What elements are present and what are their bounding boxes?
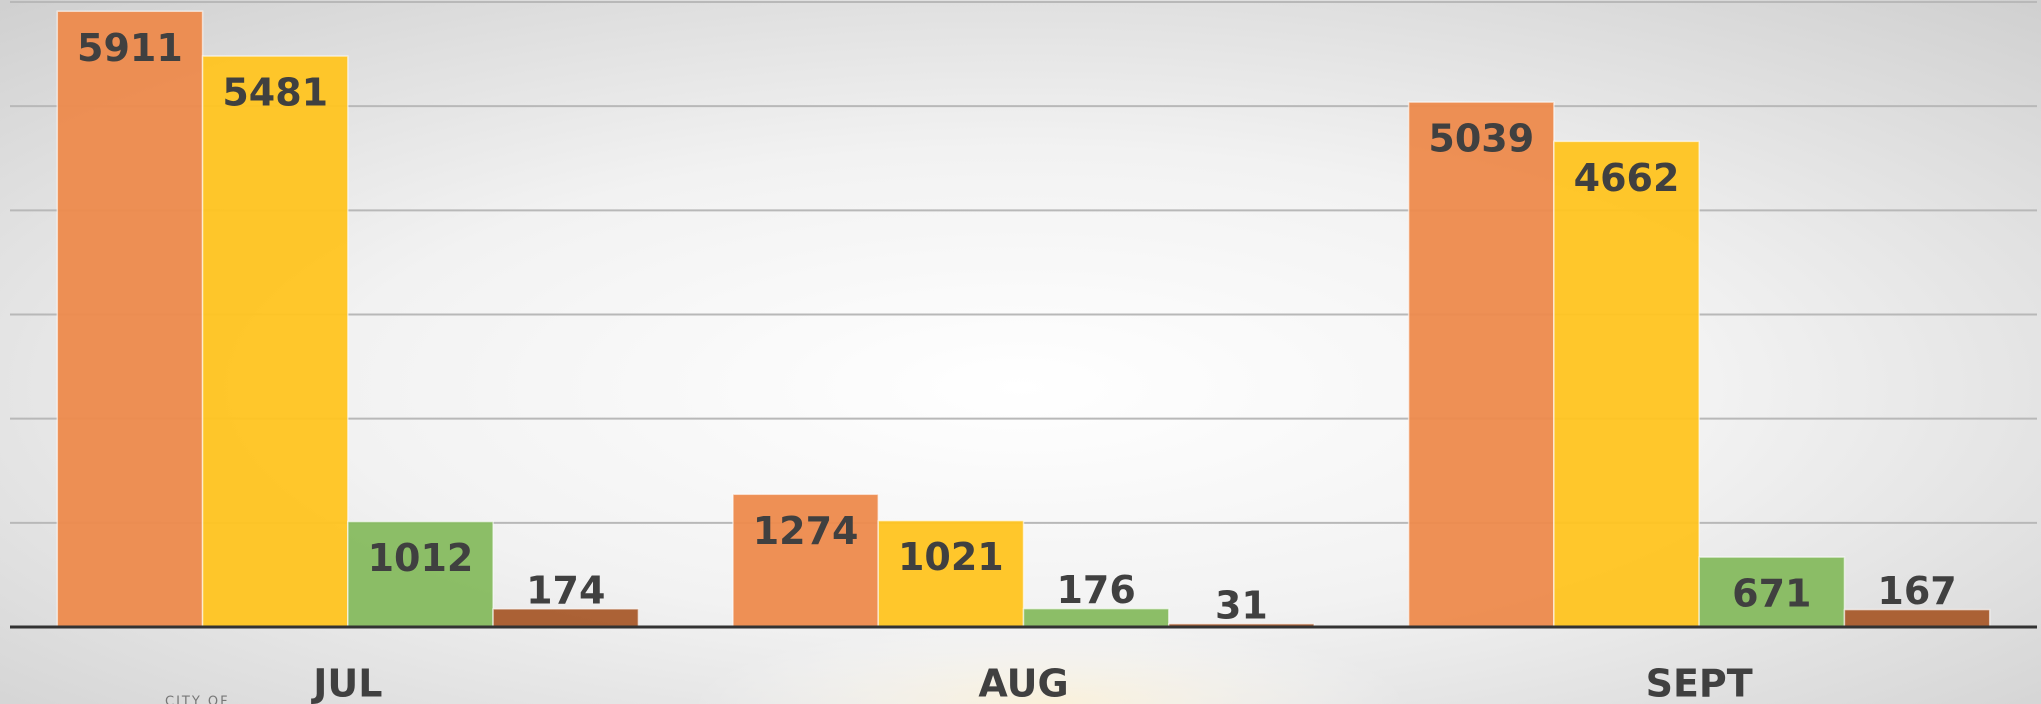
x-tick-label: SEPT	[1646, 662, 1753, 704]
data-label: 1012	[368, 536, 474, 580]
bar	[1407, 101, 1555, 628]
data-label: 174	[526, 568, 605, 612]
data-label: 176	[1056, 568, 1135, 612]
data-label: 1274	[753, 509, 859, 553]
bar	[201, 55, 349, 628]
data-label: 1021	[898, 535, 1004, 579]
data-label: 4662	[1574, 156, 1680, 200]
x-tick-label: AUG	[978, 662, 1068, 704]
bar	[347, 520, 494, 628]
bar	[56, 10, 204, 628]
data-label: 5481	[222, 71, 328, 115]
bar	[877, 519, 1025, 628]
data-label: 31	[1215, 583, 1268, 627]
bar	[1553, 140, 1700, 628]
logo-text: CITY OF	[165, 695, 230, 704]
data-label: 5911	[77, 26, 183, 70]
data-label: 671	[1732, 572, 1811, 616]
data-label: 167	[1877, 569, 1956, 613]
data-label: 5039	[1428, 117, 1534, 161]
bar	[1698, 556, 1846, 628]
x-tick-label: JUL	[310, 662, 382, 704]
